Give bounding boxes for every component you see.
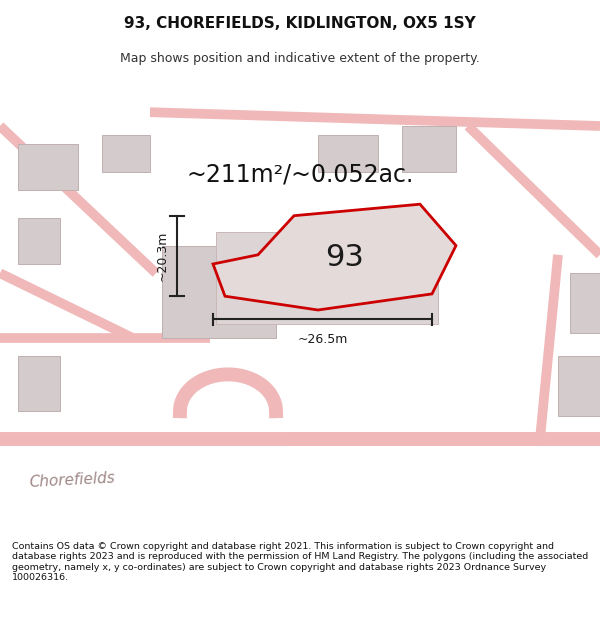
Polygon shape [162,246,276,338]
Text: 93, CHOREFIELDS, KIDLINGTON, OX5 1SY: 93, CHOREFIELDS, KIDLINGTON, OX5 1SY [124,16,476,31]
Polygon shape [216,232,438,324]
Text: ~26.5m: ~26.5m [298,333,347,346]
Text: ~20.3m: ~20.3m [155,231,169,281]
Polygon shape [318,135,378,172]
Polygon shape [18,356,60,411]
Polygon shape [213,204,456,310]
Text: Chorefields: Chorefields [29,471,115,490]
Text: 93: 93 [326,242,364,272]
Text: Contains OS data © Crown copyright and database right 2021. This information is : Contains OS data © Crown copyright and d… [12,542,588,582]
Polygon shape [570,273,600,333]
Text: Map shows position and indicative extent of the property.: Map shows position and indicative extent… [120,52,480,65]
Polygon shape [18,144,78,191]
Polygon shape [558,356,600,416]
Polygon shape [18,218,60,264]
Text: ~211m²/~0.052ac.: ~211m²/~0.052ac. [187,162,413,186]
Polygon shape [102,135,150,172]
Polygon shape [402,126,456,172]
